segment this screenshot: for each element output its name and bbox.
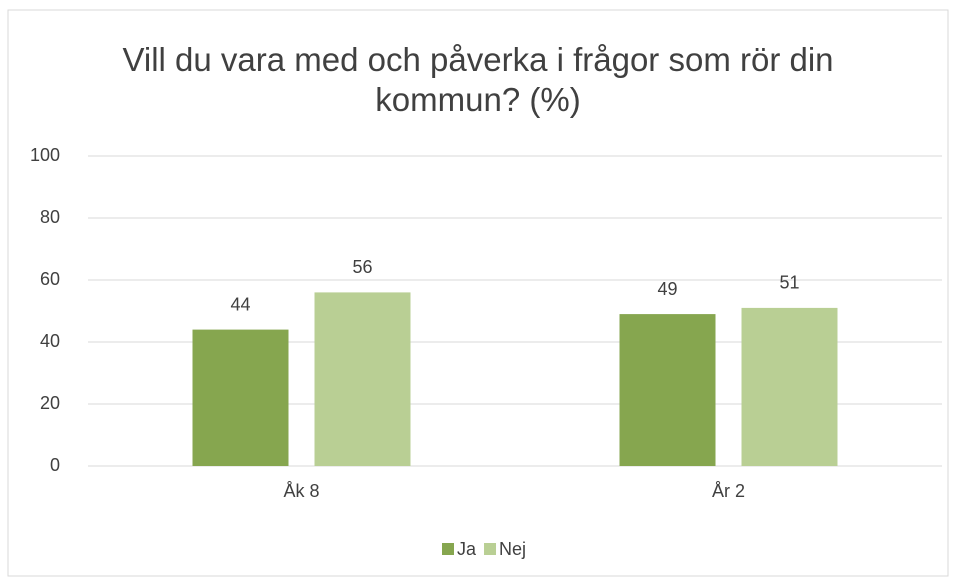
data-label: 56 — [352, 257, 372, 277]
data-label: 44 — [230, 294, 250, 314]
legend-swatch — [442, 543, 454, 555]
legend-label: Ja — [457, 539, 477, 559]
bar — [192, 329, 289, 466]
y-tick-label: 100 — [30, 145, 60, 165]
bar — [314, 292, 411, 466]
x-tick-label: Åk 8 — [283, 481, 319, 501]
y-tick-label: 20 — [40, 393, 60, 413]
x-tick-label: År 2 — [712, 481, 745, 501]
legend-swatch — [484, 543, 497, 555]
data-label: 49 — [657, 279, 677, 299]
chart-border — [7, 9, 949, 577]
chart-title: Vill du vara med och påverka i frågor so… — [122, 41, 833, 118]
y-tick-label: 60 — [40, 269, 60, 289]
data-label: 51 — [779, 273, 799, 293]
y-tick-label: 0 — [50, 455, 60, 475]
bar — [741, 307, 838, 466]
y-tick-label: 40 — [40, 331, 60, 351]
bar — [619, 314, 716, 466]
legend-label: Nej — [499, 539, 526, 559]
y-tick-label: 80 — [40, 207, 60, 227]
